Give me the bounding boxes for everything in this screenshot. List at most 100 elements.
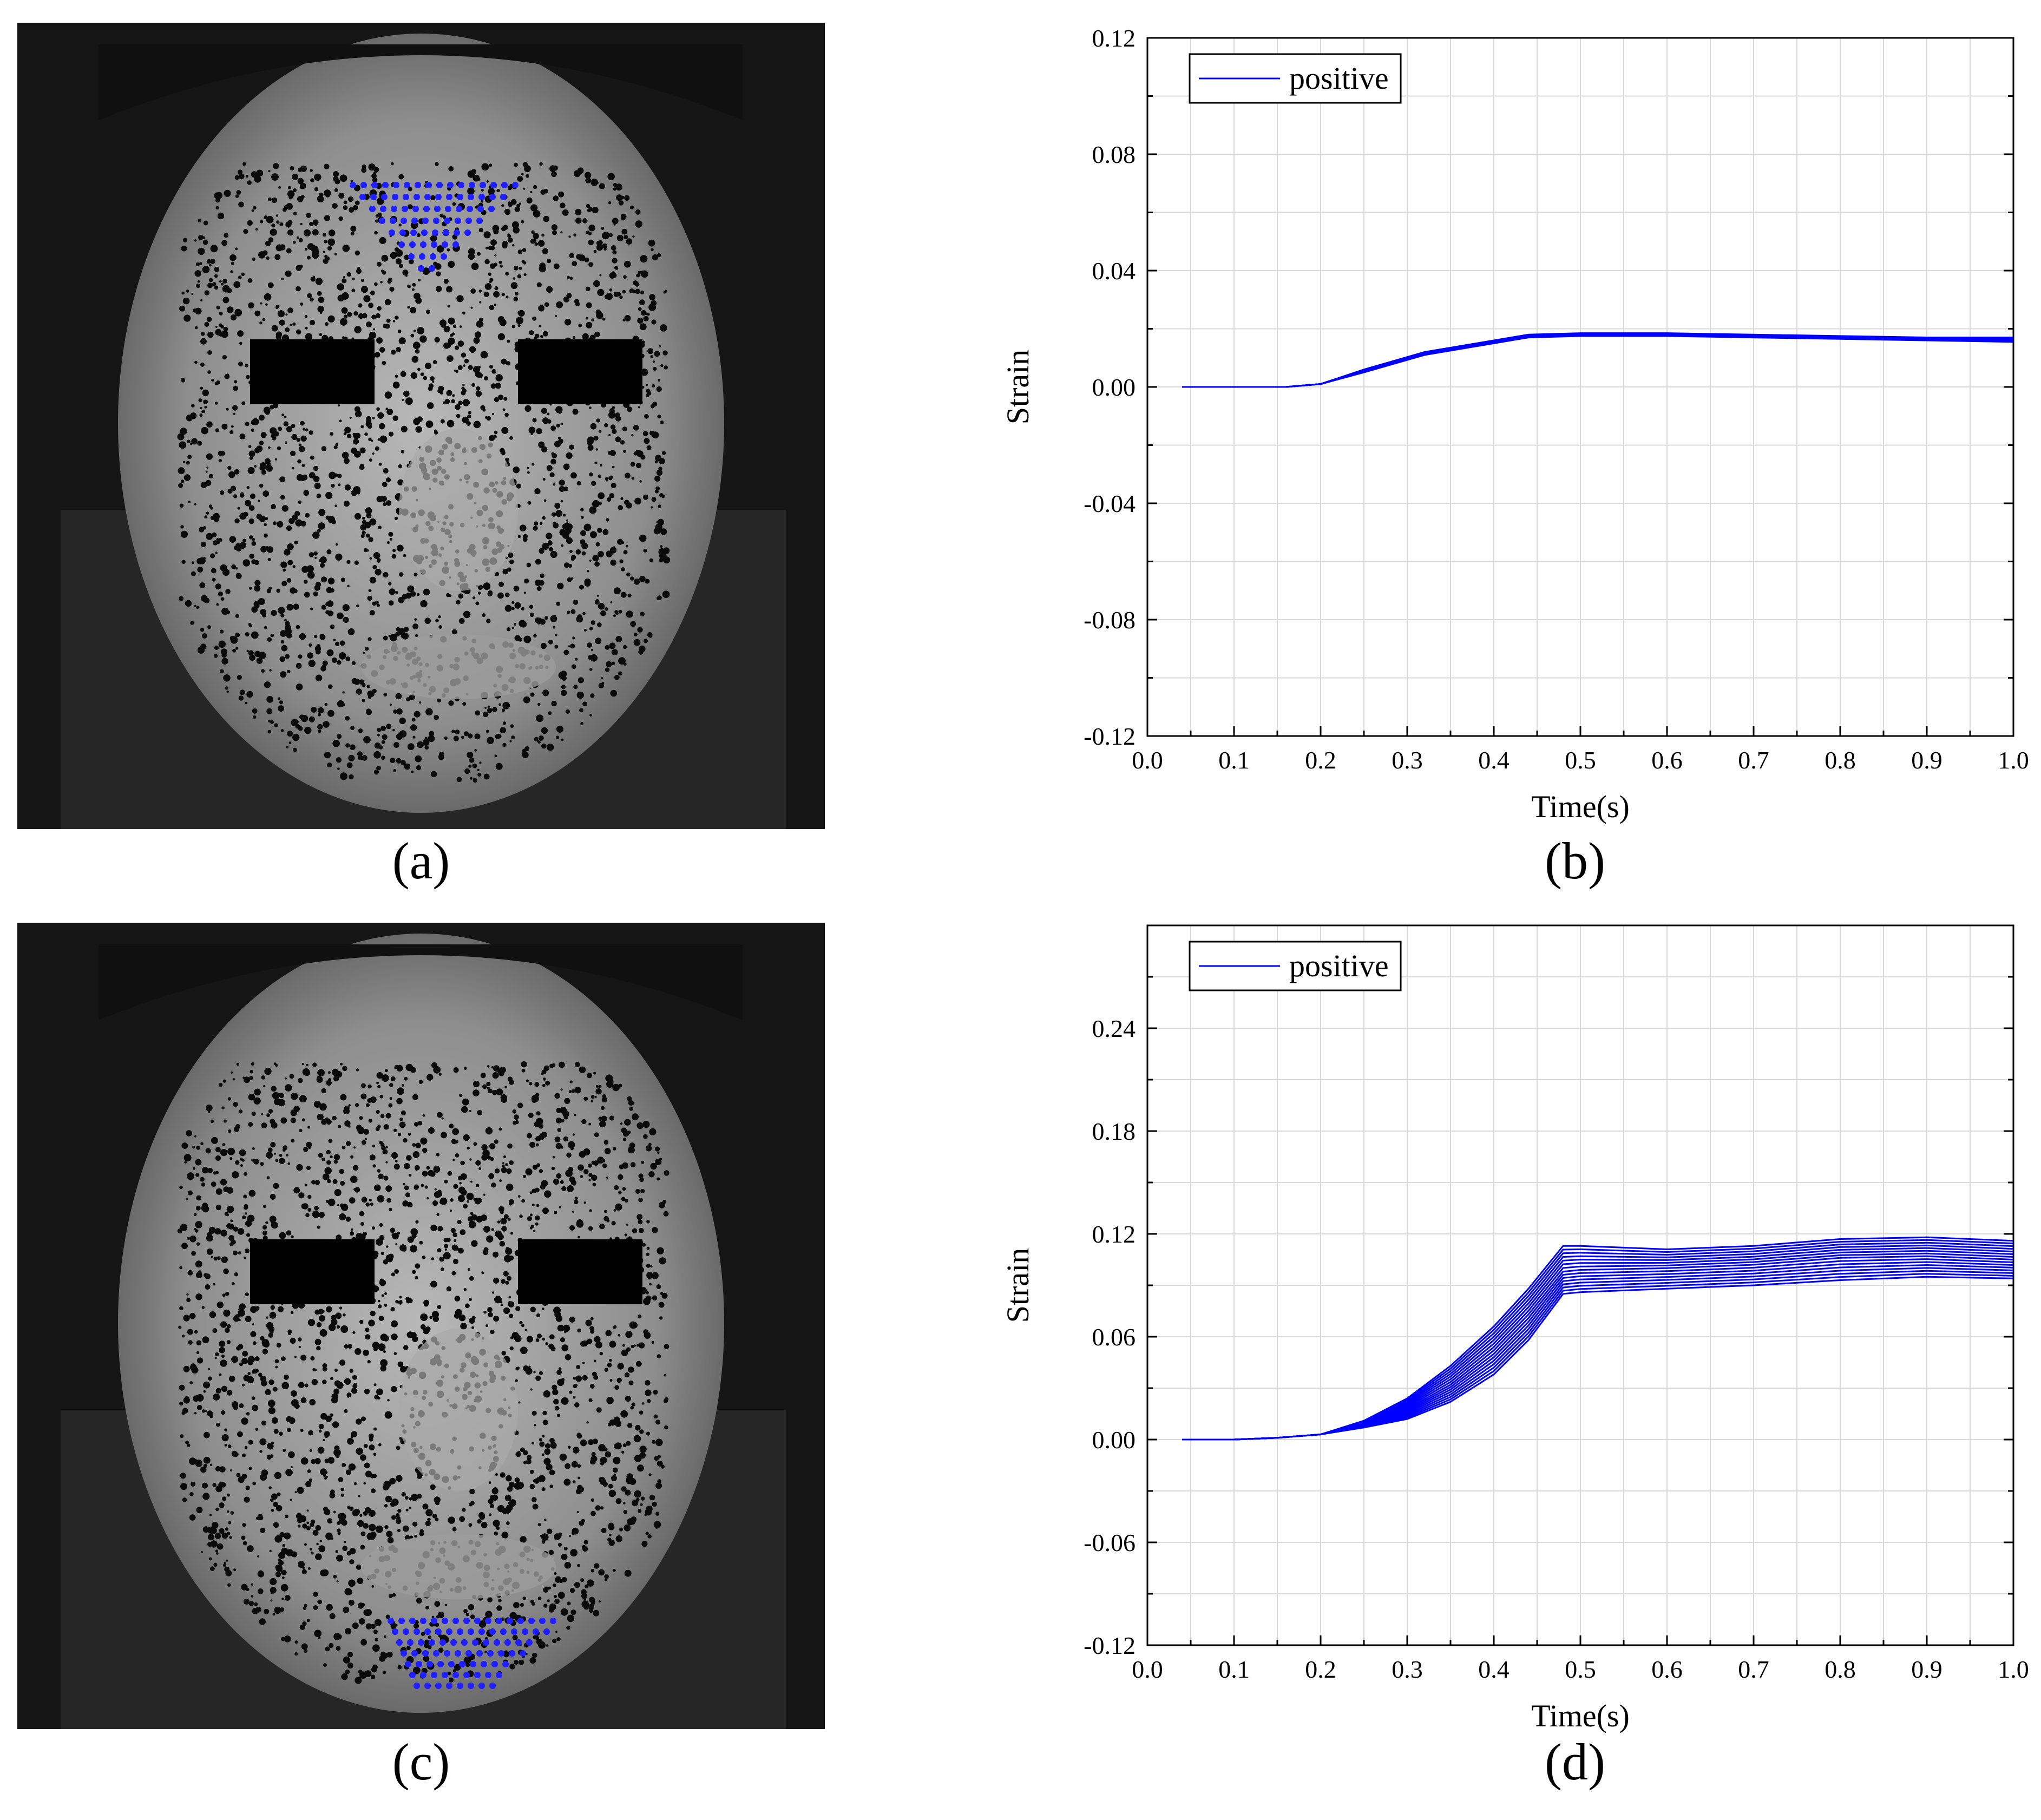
speckle-dot bbox=[227, 1510, 229, 1513]
speckle-dot bbox=[226, 1559, 228, 1562]
speckle-dot bbox=[200, 1467, 207, 1473]
speckle-dot bbox=[558, 191, 565, 198]
speckle-dot bbox=[383, 1259, 389, 1265]
speckle-dot bbox=[244, 1256, 246, 1259]
speckle-dot bbox=[664, 365, 668, 370]
speckle-dot bbox=[189, 1381, 193, 1385]
speckle-dot bbox=[527, 1133, 533, 1139]
speckle-dot bbox=[502, 240, 508, 246]
face-shape bbox=[118, 34, 724, 813]
speckle-dot bbox=[494, 1296, 502, 1304]
speckle-dot bbox=[195, 1460, 203, 1467]
speckle-dot bbox=[349, 1231, 355, 1236]
speckle-dot bbox=[532, 1652, 537, 1658]
speckle-dot bbox=[565, 1354, 572, 1361]
speckle-dot bbox=[177, 1228, 182, 1234]
speckle-dot bbox=[211, 568, 216, 574]
speckle-dot bbox=[503, 1271, 509, 1277]
speckle-dot bbox=[490, 239, 497, 246]
speckle-dot bbox=[373, 167, 379, 173]
speckle-dot bbox=[611, 661, 615, 666]
tracked-point bbox=[522, 1628, 528, 1635]
speckle-dot bbox=[362, 313, 367, 319]
speckle-dot bbox=[560, 1088, 563, 1091]
speckle-dot bbox=[585, 1584, 589, 1589]
speckle-dot bbox=[555, 634, 557, 636]
speckle-dot bbox=[202, 239, 208, 245]
speckle-dot bbox=[204, 1273, 208, 1278]
speckle-dot bbox=[284, 549, 291, 556]
speckle-dot bbox=[318, 1636, 321, 1640]
speckle-dot bbox=[549, 1603, 556, 1611]
speckle-dot bbox=[378, 1173, 384, 1179]
tracked-point bbox=[370, 194, 377, 200]
speckle-dot bbox=[366, 549, 369, 552]
speckle-dot bbox=[251, 541, 257, 546]
speckle-dot bbox=[494, 397, 500, 403]
speckle-dot bbox=[620, 1410, 628, 1418]
speckle-dot bbox=[595, 542, 600, 547]
x-tick-label: 0.6 bbox=[1651, 746, 1683, 774]
speckle-dot bbox=[507, 1143, 513, 1149]
speckle-dot bbox=[572, 1210, 574, 1213]
speckle-dot bbox=[254, 310, 261, 317]
speckle-dot bbox=[542, 1083, 546, 1087]
speckle-dot bbox=[483, 711, 489, 718]
speckle-dot bbox=[664, 1425, 668, 1430]
speckle-dot bbox=[615, 1203, 622, 1211]
speckle-dot bbox=[247, 1214, 255, 1223]
speckle-dot bbox=[489, 163, 493, 167]
speckle-dot bbox=[389, 537, 393, 541]
tracked-point bbox=[456, 206, 462, 212]
speckle-dot bbox=[579, 1066, 586, 1073]
speckle-dot bbox=[345, 1628, 352, 1635]
speckle-dot bbox=[486, 1081, 491, 1087]
speckle-dot bbox=[631, 434, 634, 437]
speckle-dot bbox=[315, 1525, 321, 1531]
speckle-dot bbox=[591, 318, 595, 322]
speckle-dot bbox=[307, 243, 314, 250]
speckle-dot bbox=[474, 1198, 481, 1205]
speckle-dot bbox=[657, 253, 661, 258]
speckle-dot bbox=[233, 385, 239, 391]
speckle-dot bbox=[468, 1523, 472, 1527]
speckle-dot bbox=[213, 654, 218, 658]
speckle-dot bbox=[259, 441, 264, 445]
speckle-dot bbox=[415, 1276, 418, 1280]
speckle-dot bbox=[252, 1341, 257, 1345]
speckle-dot bbox=[342, 336, 345, 339]
speckle-dot bbox=[306, 1521, 310, 1525]
speckle-dot bbox=[378, 525, 382, 529]
speckle-dot bbox=[189, 1514, 196, 1521]
speckle-dot bbox=[570, 643, 575, 649]
speckle-dot bbox=[286, 525, 292, 531]
speckle-dot bbox=[318, 707, 324, 714]
speckle-dot bbox=[612, 1326, 616, 1329]
speckle-dot bbox=[197, 1357, 204, 1364]
speckle-dot bbox=[404, 1185, 409, 1191]
speckle-dot bbox=[609, 475, 613, 479]
speckle-dot bbox=[506, 1184, 514, 1191]
speckle-dot bbox=[530, 1388, 533, 1391]
speckle-dot bbox=[608, 175, 611, 178]
speckle-dot bbox=[536, 586, 542, 591]
speckle-dot bbox=[539, 1441, 545, 1447]
speckle-dot bbox=[612, 258, 618, 264]
speckle-dot bbox=[456, 413, 461, 418]
speckle-dot bbox=[497, 316, 505, 323]
speckle-dot bbox=[377, 603, 380, 607]
speckle-dot bbox=[323, 1439, 325, 1442]
speckle-dot bbox=[475, 1160, 481, 1166]
speckle-dot bbox=[265, 296, 268, 299]
speckle-dot bbox=[494, 286, 498, 291]
speckle-dot bbox=[336, 1382, 344, 1389]
speckle-dot bbox=[554, 645, 559, 649]
speckle-dot bbox=[590, 693, 595, 698]
speckle-dot bbox=[310, 297, 314, 302]
speckle-dot bbox=[329, 1642, 334, 1648]
speckle-dot bbox=[258, 598, 265, 605]
speckle-dot bbox=[588, 1179, 591, 1181]
speckle-dot bbox=[469, 1488, 475, 1495]
speckle-dot bbox=[405, 1496, 409, 1500]
speckle-dot bbox=[216, 1543, 224, 1550]
